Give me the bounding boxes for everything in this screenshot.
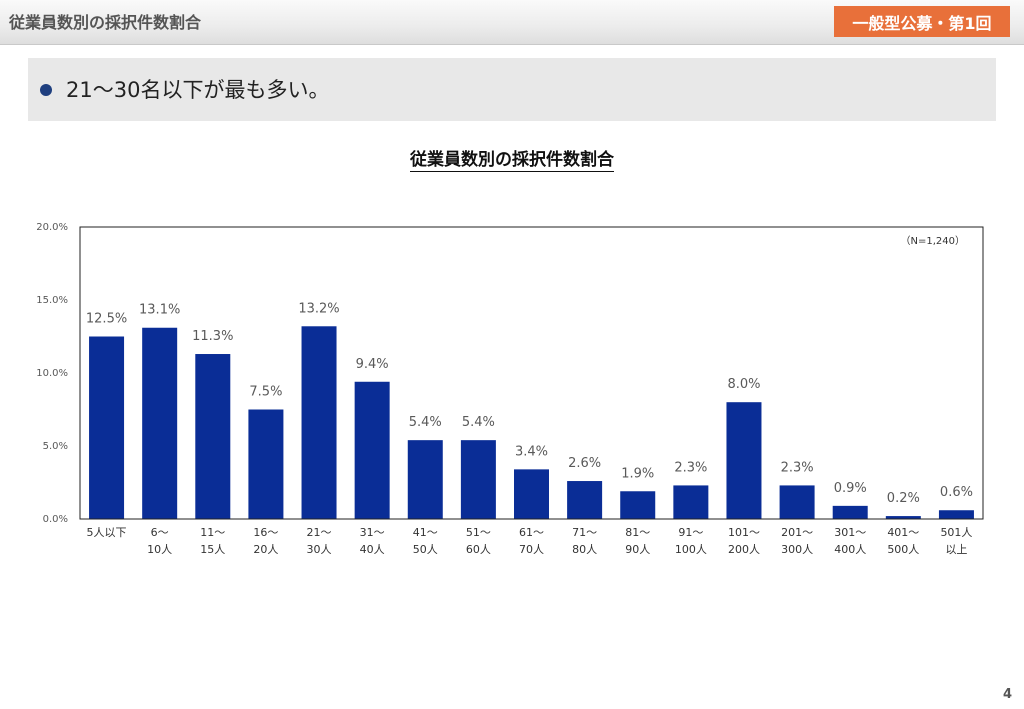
bar — [142, 327, 178, 519]
bar — [514, 469, 549, 519]
data-label: 2.6% — [568, 456, 601, 471]
y-tick-label: 5.0% — [43, 441, 68, 452]
x-tick-label: 41〜 — [413, 526, 438, 539]
bar — [832, 505, 868, 519]
x-tick-label: 501人 — [940, 526, 972, 539]
data-label: 11.3% — [192, 329, 233, 344]
y-tick-label: 10.0% — [36, 368, 68, 379]
x-tick-label: 400人 — [834, 543, 866, 556]
data-label: 9.4% — [356, 357, 389, 372]
data-label: 13.2% — [298, 301, 339, 316]
x-tick-label: 31〜 — [360, 526, 385, 539]
data-label: 5.4% — [462, 415, 495, 430]
x-tick-label: 10人 — [147, 543, 172, 556]
data-label: 1.9% — [621, 466, 654, 481]
bar — [248, 409, 284, 519]
x-tick-label: 91〜 — [678, 526, 703, 539]
data-label: 12.5% — [86, 312, 127, 327]
x-tick-label: 20人 — [253, 543, 278, 556]
x-tick-label: 30人 — [307, 543, 332, 556]
bar — [726, 402, 762, 519]
bar — [779, 485, 815, 519]
bar — [620, 491, 656, 519]
category-badge: 一般型公募・第1回 — [834, 6, 1010, 37]
bar — [885, 516, 921, 519]
x-tick-label: 21〜 — [307, 526, 332, 539]
bullet-icon — [40, 84, 52, 96]
value-labels: 12.5% 13.1% 11.3% 7.5% 13.2% 9.4% 5.4% 5.4% 3.4%… — [86, 301, 973, 506]
x-tick-label: 60人 — [466, 543, 491, 556]
x-tick-label: 15人 — [200, 543, 225, 556]
x-tick-label: 16〜 — [253, 526, 278, 539]
x-tick-label: 5人以下 — [87, 526, 127, 539]
category-labels: 5人以下 6〜 10人 11〜 15人 16〜 20人 21〜 30人 31〜 40人 41〜 50人 5… — [87, 526, 973, 556]
plot-frame — [79, 226, 984, 520]
chart-title: 従業員数別の採択件数割合 — [410, 150, 614, 172]
data-label: 13.1% — [139, 303, 180, 318]
x-tick-label: 100人 — [675, 543, 707, 556]
x-tick-label: 以上 — [945, 543, 967, 556]
data-label: 2.3% — [781, 460, 814, 475]
x-tick-label: 11〜 — [200, 526, 225, 539]
y-tick-label: 20.0% — [36, 222, 68, 233]
summary-text: 21〜30名以下が最も多い。 — [66, 78, 330, 102]
data-label: 7.5% — [249, 385, 282, 400]
x-tick-label: 200人 — [728, 543, 760, 556]
x-tick-label: 40人 — [360, 543, 385, 556]
x-tick-label: 50人 — [413, 543, 438, 556]
sample-size-note: （N=1,240） — [901, 235, 966, 247]
x-tick-label: 71〜 — [572, 526, 597, 539]
header-bar: 従業員数別の採択件数割合 一般型公募・第1回 — [0, 0, 1024, 45]
x-tick-label: 201〜 — [781, 526, 813, 539]
y-tick-label: 0.0% — [43, 514, 68, 525]
data-label: 2.3% — [674, 460, 707, 475]
x-tick-label: 51〜 — [466, 526, 491, 539]
x-tick-label: 500人 — [887, 543, 919, 556]
chart-title-container: 従業員数別の採択件数割合 — [0, 145, 1024, 172]
x-tick-label: 90人 — [625, 543, 650, 556]
bar — [460, 440, 496, 519]
bar — [567, 481, 603, 519]
summary-box — [28, 58, 996, 121]
page-number: 4 — [1003, 687, 1013, 702]
data-label: 0.6% — [940, 485, 973, 500]
bar — [673, 485, 709, 519]
bar — [938, 510, 974, 519]
x-tick-label: 61〜 — [519, 526, 544, 539]
bar — [301, 326, 337, 519]
bar — [89, 336, 125, 519]
bar — [195, 354, 231, 519]
y-axis: 0.0% 5.0% 10.0% 15.0% 20.0% — [36, 222, 68, 525]
data-label: 3.4% — [515, 444, 548, 459]
bar — [354, 381, 390, 519]
x-tick-label: 401〜 — [887, 526, 919, 539]
x-tick-label: 6〜 — [151, 526, 169, 539]
data-label: 0.2% — [887, 491, 920, 506]
header-title: 従業員数別の採択件数割合 — [9, 13, 202, 32]
x-tick-label: 70人 — [519, 543, 544, 556]
x-tick-label: 81〜 — [625, 526, 650, 539]
bar — [407, 440, 443, 519]
y-tick-label: 15.0% — [36, 295, 68, 306]
x-tick-label: 101〜 — [728, 526, 760, 539]
data-label: 5.4% — [409, 415, 442, 430]
x-tick-label: 80人 — [572, 543, 597, 556]
x-tick-label: 300人 — [781, 543, 813, 556]
bars — [89, 326, 974, 519]
data-label: 0.9% — [834, 481, 867, 496]
x-tick-label: 301〜 — [834, 526, 866, 539]
data-label: 8.0% — [727, 377, 760, 392]
